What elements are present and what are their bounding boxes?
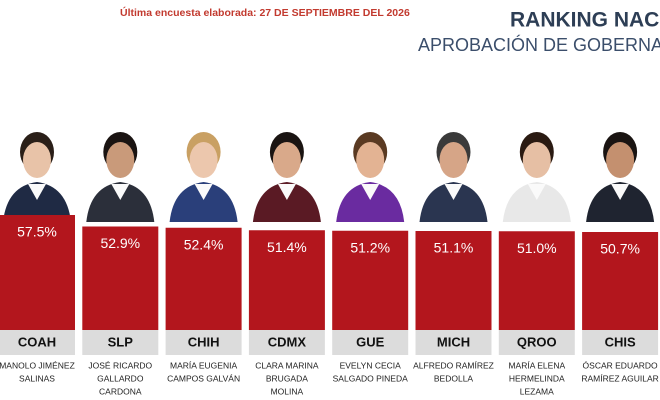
governor-name: SALINAS — [19, 373, 55, 383]
governor-name: GALLARDO — [97, 373, 144, 383]
x-tick-label: QROO — [517, 334, 557, 349]
category-box — [498, 330, 575, 355]
portrait-collar — [611, 184, 630, 200]
portrait-face — [106, 142, 135, 178]
bar — [332, 230, 409, 330]
value-label: 57.5% — [17, 224, 57, 240]
governor-name: LEZAMA — [520, 386, 554, 396]
value-label: 51.4% — [267, 239, 307, 255]
portrait-face — [189, 142, 218, 178]
bar — [248, 230, 325, 330]
bar — [415, 231, 492, 330]
category-box — [82, 330, 159, 355]
portrait-face — [606, 142, 635, 178]
value-label: 52.9% — [100, 235, 140, 251]
governor-name: MOLINA — [271, 386, 304, 396]
chart-title: RANKING NAC — [510, 9, 659, 32]
value-label: 51.1% — [434, 240, 474, 256]
governor-name: SALGADO PINEDA — [333, 373, 408, 383]
portrait-collar — [111, 184, 130, 200]
x-tick-label: CHIH — [188, 334, 220, 349]
governor-name: HERMELINDA — [509, 373, 565, 383]
portrait-body — [86, 182, 155, 222]
governor-name: ALFREDO RAMÍREZ — [413, 360, 494, 370]
governor-name: ÓSCAR EDUARDO — [583, 360, 658, 370]
x-tick-label: GUE — [356, 334, 385, 349]
x-tick-label: COAH — [18, 334, 56, 349]
portrait-collar — [527, 184, 546, 200]
governor-name: JOSÉ RICARDO — [88, 360, 152, 370]
category-box — [0, 330, 75, 355]
category-box — [165, 330, 242, 355]
value-label: 51.0% — [517, 240, 557, 256]
portrait-face — [23, 142, 51, 178]
value-label: 51.2% — [350, 239, 390, 255]
portrait-body — [502, 182, 571, 222]
bar — [582, 232, 659, 330]
portrait-collar — [277, 184, 296, 200]
portrait-collar — [361, 184, 380, 200]
category-box — [332, 330, 409, 355]
chart-title-2: APROBACIÓN DE GOBERNA — [418, 34, 660, 55]
portrait-face — [439, 142, 468, 178]
x-tick-label: MICH — [437, 334, 470, 349]
governor-name: BRUGADA — [266, 373, 308, 383]
portrait-collar — [194, 184, 213, 200]
portrait-face — [356, 142, 385, 178]
governor-name: MARÍA EUGENIA — [170, 360, 237, 370]
bar — [165, 227, 242, 330]
value-label: 50.7% — [600, 241, 640, 257]
category-box — [248, 330, 325, 355]
portrait-body — [586, 182, 655, 222]
portrait-body — [252, 182, 321, 222]
portrait-collar — [444, 184, 463, 200]
bar — [498, 231, 575, 330]
governor-name: EVELYN CECIA — [340, 360, 402, 370]
bar — [82, 226, 159, 330]
x-tick-label: SLP — [108, 334, 134, 349]
x-tick-label: CHIS — [605, 334, 636, 349]
value-label: 52.4% — [184, 236, 224, 252]
governor-name: BEDOLLA — [434, 373, 474, 383]
bar — [0, 215, 75, 330]
portrait-body — [336, 182, 405, 222]
category-box — [415, 330, 492, 355]
governor-name: CAMPOS GALVÁN — [167, 373, 240, 383]
portrait-body — [3, 182, 71, 222]
governor-name: MARÍA ELENA — [508, 360, 565, 370]
portrait-collar — [28, 184, 46, 200]
governor-name: MANOLO JIMÉNEZ — [0, 360, 75, 370]
portrait-face — [522, 142, 551, 178]
portrait-body — [419, 182, 488, 222]
governor-name: RAMÍREZ AGUILAR — [581, 373, 658, 383]
x-tick-label: CDMX — [268, 334, 307, 349]
portrait-face — [272, 142, 301, 178]
governor-name: CLARA MARINA — [255, 360, 319, 370]
chart-subtitle: Última encuesta elaborada: 27 DE SEPTIEM… — [120, 6, 410, 19]
portrait-body — [169, 182, 238, 222]
governor-name: CARDONA — [99, 386, 142, 396]
category-box — [582, 330, 659, 355]
